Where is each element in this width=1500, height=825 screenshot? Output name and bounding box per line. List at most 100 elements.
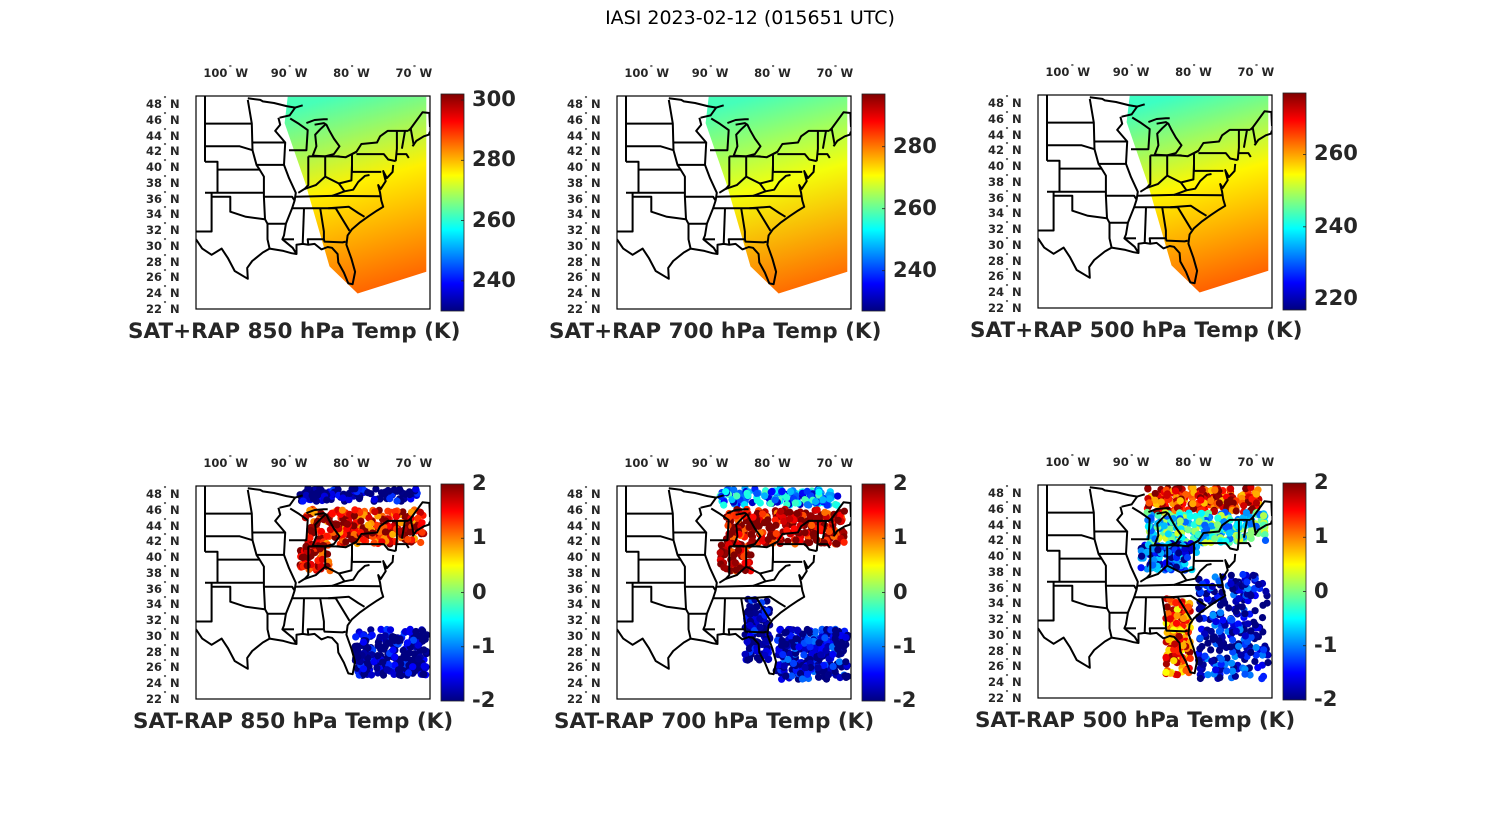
data-point [745, 523, 753, 531]
data-point [766, 524, 774, 532]
data-point [338, 506, 346, 514]
region-great-lakes-band [1143, 508, 1270, 547]
data-point [1259, 601, 1267, 609]
data-point [1259, 672, 1268, 680]
border-line [1088, 98, 1113, 248]
degree-symbol: ˚ [584, 269, 589, 279]
border-line [626, 550, 681, 561]
data-point [746, 610, 754, 618]
data-point [834, 516, 842, 524]
data-point [348, 486, 356, 493]
border-line [732, 122, 762, 158]
border-line [297, 546, 310, 584]
border-line [294, 494, 303, 499]
colorbar-tick-label: 260 [893, 195, 937, 220]
degree-symbol: ˚ [1005, 126, 1010, 136]
lat-hemisphere: N [591, 270, 601, 285]
border-line [1131, 506, 1151, 541]
data-point [815, 488, 823, 496]
degree-symbol: ˚ [1005, 532, 1010, 542]
lat-tick-label: 32˚ N [567, 222, 601, 237]
panel-title: SAT+RAP 700 hPa Temp (K) [549, 319, 882, 344]
data-point [1249, 571, 1257, 579]
data-point [1228, 659, 1236, 667]
lat-tick-label: 48˚ N [567, 486, 601, 501]
lon-value: 100 [1045, 455, 1070, 469]
data-point [1235, 642, 1243, 650]
lon-value: 80 [1175, 455, 1192, 469]
lat-hemisphere: N [170, 565, 180, 580]
lat-hemisphere: N [591, 692, 601, 706]
data-point [733, 492, 741, 500]
data-point [1228, 667, 1237, 675]
lat-hemisphere: N [1012, 643, 1022, 658]
border-line [626, 145, 674, 152]
data-point [759, 510, 767, 518]
data-point [1208, 582, 1216, 590]
border-line [274, 117, 298, 255]
degree-symbol: ˚ [1005, 158, 1010, 168]
border-line [716, 182, 767, 198]
border-line [324, 554, 353, 575]
lat-hemisphere: N [591, 597, 601, 612]
data-point [1241, 670, 1249, 678]
data-point [1237, 651, 1245, 659]
lat-tick-label: 34˚ N [988, 595, 1022, 610]
border-line [328, 595, 366, 608]
colorbar-tick-label: 1 [472, 525, 487, 550]
lat-hemisphere: N [1012, 237, 1022, 252]
border-line [247, 97, 297, 119]
data-point [1164, 530, 1172, 538]
degree-symbol: ˚ [1005, 95, 1010, 104]
data-point [323, 532, 331, 540]
data-point [1204, 639, 1212, 647]
lat-value: 24 [146, 286, 163, 301]
data-point [717, 541, 725, 549]
border-line [617, 582, 634, 623]
region-northern-edge [716, 486, 842, 509]
lon-tick-label: 80˚ W [754, 65, 791, 80]
data-point [416, 508, 425, 516]
lat-tick-label: 24˚ N [146, 285, 180, 301]
panel-title: SAT-RAP 700 hPa Temp (K) [554, 709, 875, 734]
lat-hemisphere: N [170, 128, 180, 143]
border-line [1146, 155, 1169, 189]
lat-tick-label: 42˚ N [567, 533, 601, 549]
data-point [760, 519, 769, 527]
map-frame [1037, 94, 1273, 309]
data-point [1172, 599, 1180, 607]
degree-symbol: ˚ [163, 564, 168, 574]
border-line [1198, 152, 1238, 162]
lat-hemisphere: N [591, 97, 601, 111]
degree-symbol: ˚ [584, 659, 589, 669]
lat-tick-label: 22˚ N [146, 691, 180, 706]
lat-tick-label: 48˚ N [988, 95, 1022, 110]
data-point [1227, 580, 1235, 588]
border-line [301, 598, 305, 634]
degree-symbol: ˚ [163, 627, 168, 637]
lon-value: 70 [1237, 65, 1254, 79]
lat-value: 44 [146, 518, 163, 533]
lat-hemisphere: N [1012, 549, 1022, 564]
colorbar [1282, 482, 1307, 701]
data-point [372, 486, 380, 493]
data-point [393, 487, 401, 495]
data-point [777, 507, 785, 515]
data-point [1242, 509, 1250, 517]
border-line [394, 520, 398, 552]
border-line [1038, 191, 1055, 232]
lat-value: 30 [988, 627, 1005, 642]
data-point [834, 492, 842, 500]
border-line [1148, 597, 1167, 634]
border-line [1198, 542, 1238, 552]
degree-symbol: ˚ [1005, 189, 1010, 199]
lat-hemisphere: N [170, 270, 180, 285]
border-line [356, 543, 396, 553]
lat-hemisphere: N [591, 502, 601, 517]
lat-hemisphere: N [1012, 486, 1022, 500]
lat-value: 42 [567, 534, 584, 549]
degree-symbol: ˚ [771, 65, 776, 74]
lat-hemisphere: N [170, 660, 180, 675]
map-plot [195, 93, 465, 312]
data-point [326, 526, 334, 534]
